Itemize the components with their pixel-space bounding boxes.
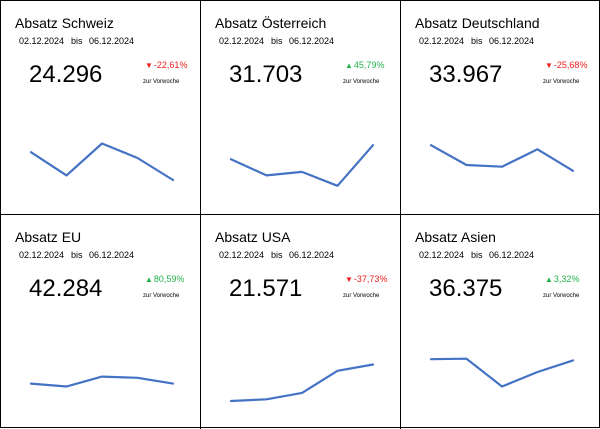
change-percent: 80,59% <box>153 274 185 284</box>
date-separator: bis <box>471 250 483 260</box>
card-title: Absatz Schweiz <box>15 15 114 31</box>
date-separator: bis <box>71 36 83 46</box>
date-from: 02.12.2024 <box>19 36 65 46</box>
sparkline <box>229 363 375 403</box>
sparkline-path <box>29 375 175 388</box>
date-separator: bis <box>271 36 283 46</box>
trend-arrow-icon: ▼ <box>345 275 353 284</box>
change-reference: zur Vorwoche <box>543 79 580 85</box>
change-percent: -22,61% <box>153 60 188 70</box>
change-reference: zur Vorwoche <box>343 293 380 299</box>
kpi-card-oesterreich[interactable]: Absatz Österreich 02.12.2024 bis 06.12.202… <box>201 1 401 215</box>
change-reference: zur Vorwoche <box>343 79 380 85</box>
sparkline-path <box>429 144 575 172</box>
trend-arrow-icon: ▲ <box>545 275 553 284</box>
card-title: Absatz EU <box>15 229 82 245</box>
kpi-value: 31.703 <box>229 61 303 88</box>
change-percent: -25,68% <box>553 60 588 70</box>
kpi-card-asien[interactable]: Absatz Asien 02.12.2024 bis 06.12.2024 36.… <box>401 215 600 429</box>
kpi-value: 33.967 <box>429 61 503 88</box>
date-to: 06.12.2024 <box>289 250 335 260</box>
date-range: 02.12.2024 bis 06.12.2024 <box>19 250 134 260</box>
date-range: 02.12.2024 bis 06.12.2024 <box>419 36 534 46</box>
sparkline-path <box>229 363 375 403</box>
sparkline <box>429 144 575 172</box>
change-indicator: ▲3,32% <box>545 274 579 284</box>
date-range: 02.12.2024 bis 06.12.2024 <box>219 250 334 260</box>
kpi-card-eu[interactable]: Absatz EU 02.12.2024 bis 06.12.2024 42.284… <box>1 215 201 429</box>
date-from: 02.12.2024 <box>419 36 465 46</box>
kpi-value: 36.375 <box>429 275 503 302</box>
trend-arrow-icon: ▼ <box>545 61 553 70</box>
change-reference: zur Vorwoche <box>143 79 180 85</box>
card-title: Absatz Deutschland <box>415 15 540 31</box>
date-separator: bis <box>71 250 83 260</box>
date-range: 02.12.2024 bis 06.12.2024 <box>219 36 334 46</box>
card-title: Absatz USA <box>215 229 291 245</box>
date-from: 02.12.2024 <box>19 250 65 260</box>
date-to: 06.12.2024 <box>89 250 135 260</box>
date-from: 02.12.2024 <box>419 250 465 260</box>
change-indicator: ▼-22,61% <box>145 60 187 70</box>
change-percent: -37,73% <box>353 274 388 284</box>
date-to: 06.12.2024 <box>89 36 135 46</box>
card-title: Absatz Asien <box>415 229 496 245</box>
date-range: 02.12.2024 bis 06.12.2024 <box>19 36 134 46</box>
change-percent: 3,32% <box>553 274 580 284</box>
kpi-card-usa[interactable]: Absatz USA 02.12.2024 bis 06.12.2024 21.57… <box>201 215 401 429</box>
change-indicator: ▲80,59% <box>145 274 184 284</box>
date-to: 06.12.2024 <box>289 36 335 46</box>
sparkline <box>429 357 575 388</box>
date-to: 06.12.2024 <box>489 36 535 46</box>
date-separator: bis <box>471 36 483 46</box>
card-title: Absatz Österreich <box>215 15 327 31</box>
change-indicator: ▲45,79% <box>345 60 384 70</box>
trend-arrow-icon: ▼ <box>145 61 153 70</box>
trend-arrow-icon: ▲ <box>145 275 153 284</box>
change-reference: zur Vorwoche <box>543 293 580 299</box>
change-indicator: ▼-37,73% <box>345 274 387 284</box>
date-range: 02.12.2024 bis 06.12.2024 <box>419 250 534 260</box>
kpi-value: 42.284 <box>29 275 103 302</box>
kpi-value: 24.296 <box>29 61 103 88</box>
change-indicator: ▼-25,68% <box>545 60 587 70</box>
sparkline <box>29 375 175 388</box>
change-reference: zur Vorwoche <box>143 293 180 299</box>
trend-arrow-icon: ▲ <box>345 61 353 70</box>
sparkline-path <box>429 357 575 388</box>
sparkline <box>29 142 175 182</box>
date-separator: bis <box>271 250 283 260</box>
sparkline-path <box>229 144 375 187</box>
date-from: 02.12.2024 <box>219 36 265 46</box>
kpi-card-deutschland[interactable]: Absatz Deutschland 02.12.2024 bis 06.12.20… <box>401 1 600 215</box>
sparkline-path <box>29 142 175 182</box>
kpi-value: 21.571 <box>229 275 303 302</box>
change-percent: 45,79% <box>353 60 385 70</box>
kpi-card-schweiz[interactable]: Absatz Schweiz 02.12.2024 bis 06.12.2024 2… <box>1 1 201 215</box>
date-to: 06.12.2024 <box>489 250 535 260</box>
sparkline <box>229 144 375 187</box>
date-from: 02.12.2024 <box>219 250 265 260</box>
